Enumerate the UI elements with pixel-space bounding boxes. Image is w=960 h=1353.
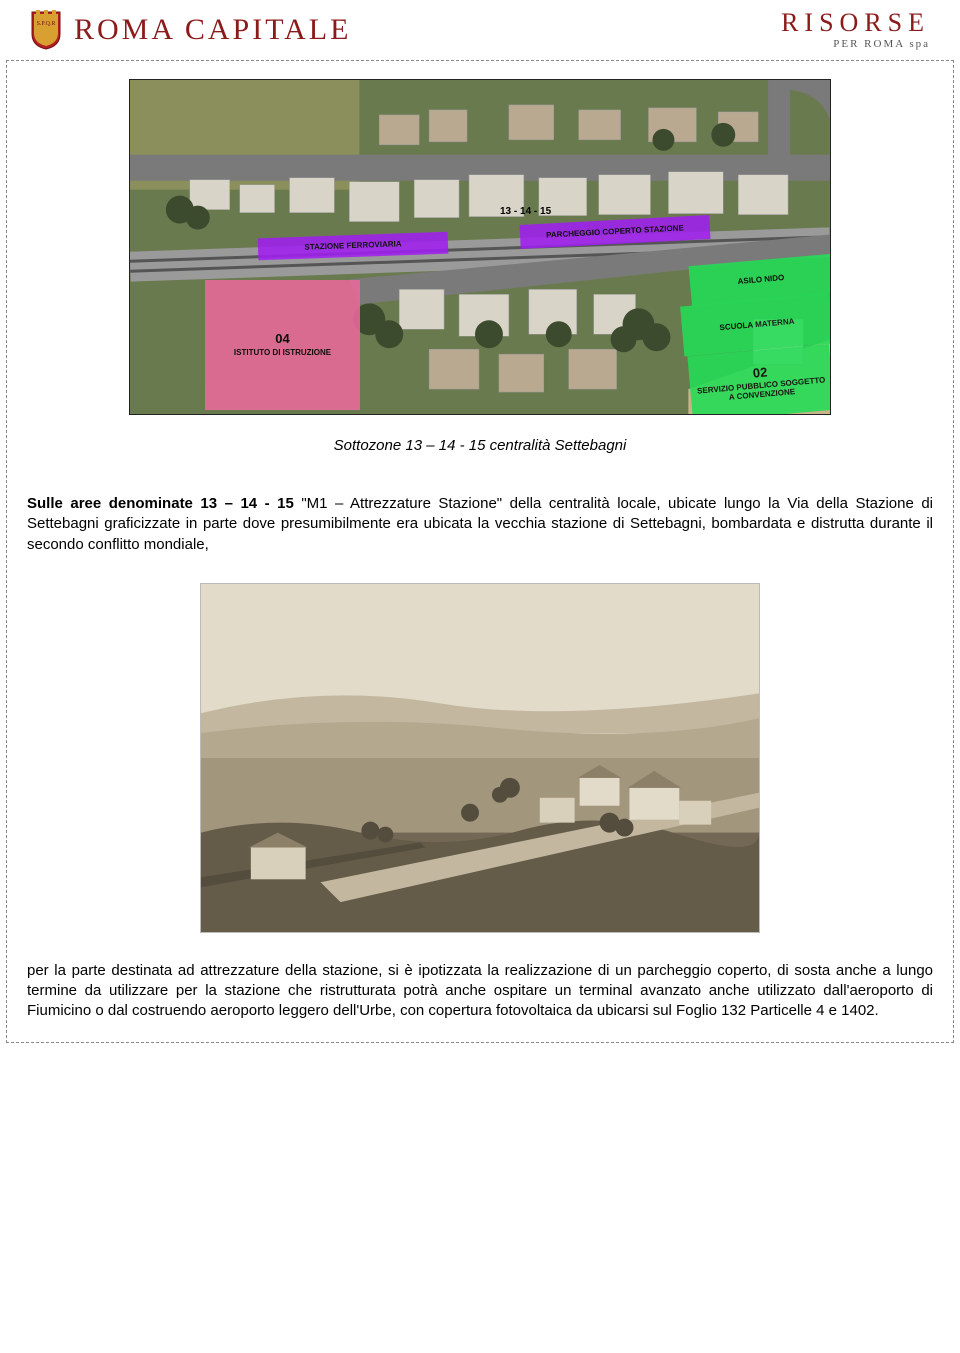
map-figure: 13 - 14 - 15 STAZIONE FERROVIARIA PARCHEG… [27, 79, 933, 415]
paragraph-2: per la parte destinata ad attrezzature d… [27, 961, 933, 1022]
zone-number: 02 [751, 364, 769, 382]
svg-text:S.P.Q.R: S.P.Q.R [37, 21, 56, 27]
zone-label: STAZIONE FERROVIARIA [303, 239, 403, 253]
zone-servizio-pubblico: 02SERVIZIO PUBBLICO SOGGETTO A CONVENZIO… [687, 344, 831, 415]
roma-capitale-text: ROMA CAPITALE [74, 13, 351, 47]
paragraph-1-lead: Sulle aree denominate 13 – 14 - 15 [27, 495, 294, 512]
paragraph-1: Sulle aree denominate 13 – 14 - 15 "M1 –… [27, 494, 933, 555]
zone-label: ASILO NIDO [736, 272, 785, 287]
shield-icon: S.P.Q.R [30, 10, 62, 50]
aerial-map: 13 - 14 - 15 STAZIONE FERROVIARIA PARCHEG… [129, 79, 831, 415]
risorse-text: RISORSE [781, 10, 930, 36]
zone-label: SCUOLA MATERNA [718, 316, 796, 333]
page: S.P.Q.R ROMA CAPITALE RISORSE PER ROMA s… [0, 0, 960, 1043]
logo-roma-capitale: S.P.Q.R ROMA CAPITALE [30, 10, 351, 50]
historic-photo [200, 583, 760, 933]
zone-label: PARCHEGGIO COPERTO STAZIONE [545, 223, 685, 241]
zone-group-label: 13 - 14 - 15 [500, 206, 551, 217]
historic-photo-figure [27, 583, 933, 933]
zone-istituto-istruzione: 04ISTITUTO DI ISTRUZIONE [205, 280, 360, 410]
logo-risorse: RISORSE PER ROMA spa [781, 10, 930, 50]
zone-label: ISTITUTO DI ISTRUZIONE [233, 348, 332, 359]
per-roma-text: PER ROMA spa [781, 38, 930, 50]
zone-number: 04 [274, 331, 290, 347]
zone-label: SERVIZIO PUBBLICO SOGGETTO A CONVENZIONE [696, 376, 828, 407]
map-caption: Sottozone 13 – 14 - 15 centralità Setteb… [27, 437, 933, 454]
page-header: S.P.Q.R ROMA CAPITALE RISORSE PER ROMA s… [0, 0, 960, 60]
content-frame: 13 - 14 - 15 STAZIONE FERROVIARIA PARCHEG… [6, 60, 954, 1043]
